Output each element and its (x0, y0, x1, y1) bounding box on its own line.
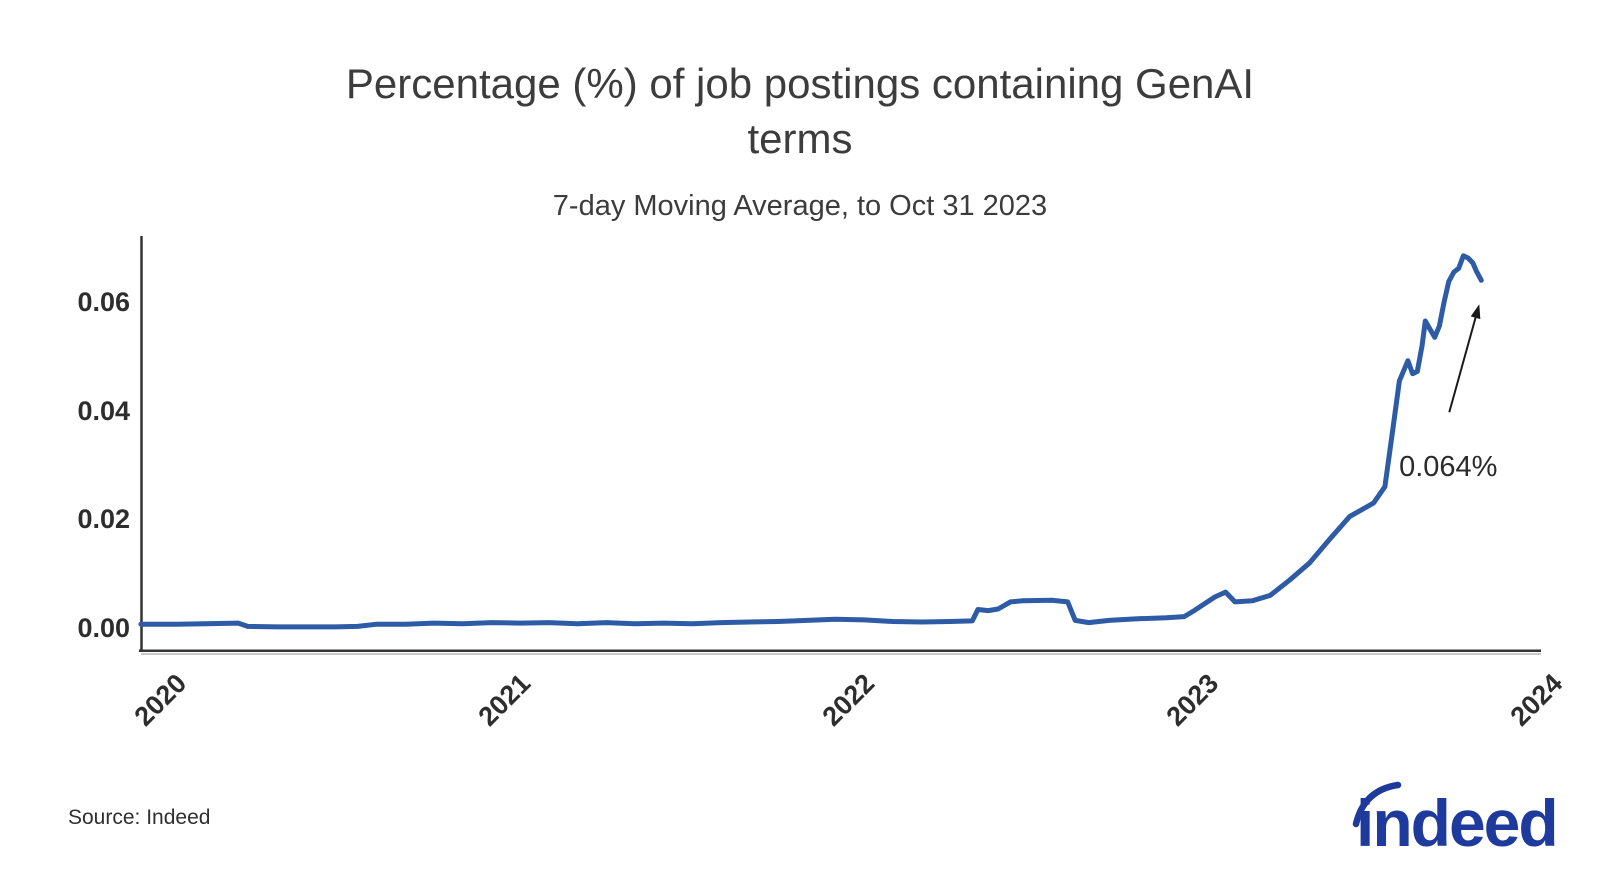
chart-title: Percentage (%) of job postings containin… (345, 60, 1255, 163)
peak-annotation-label: 0.064% (1399, 451, 1498, 484)
y-axis-tick-label: 0.00 (77, 613, 130, 643)
y-axis-tick-label: 0.06 (77, 287, 130, 317)
logo-arc-icon (1352, 781, 1402, 828)
indeed-logo: indeed (1350, 776, 1590, 860)
trend-line (138, 253, 1484, 630)
chart-subtitle: 7-day Moving Average, to Oct 31 2023 (552, 190, 1048, 222)
source-caption: Source: Indeed (68, 806, 211, 829)
logo-wordmark: indeed (1356, 786, 1557, 860)
annotation-arrow (1448, 304, 1481, 413)
y-axis-tick-label: 0.04 (77, 395, 130, 426)
y-axis-tick-label: 0.02 (77, 504, 130, 535)
